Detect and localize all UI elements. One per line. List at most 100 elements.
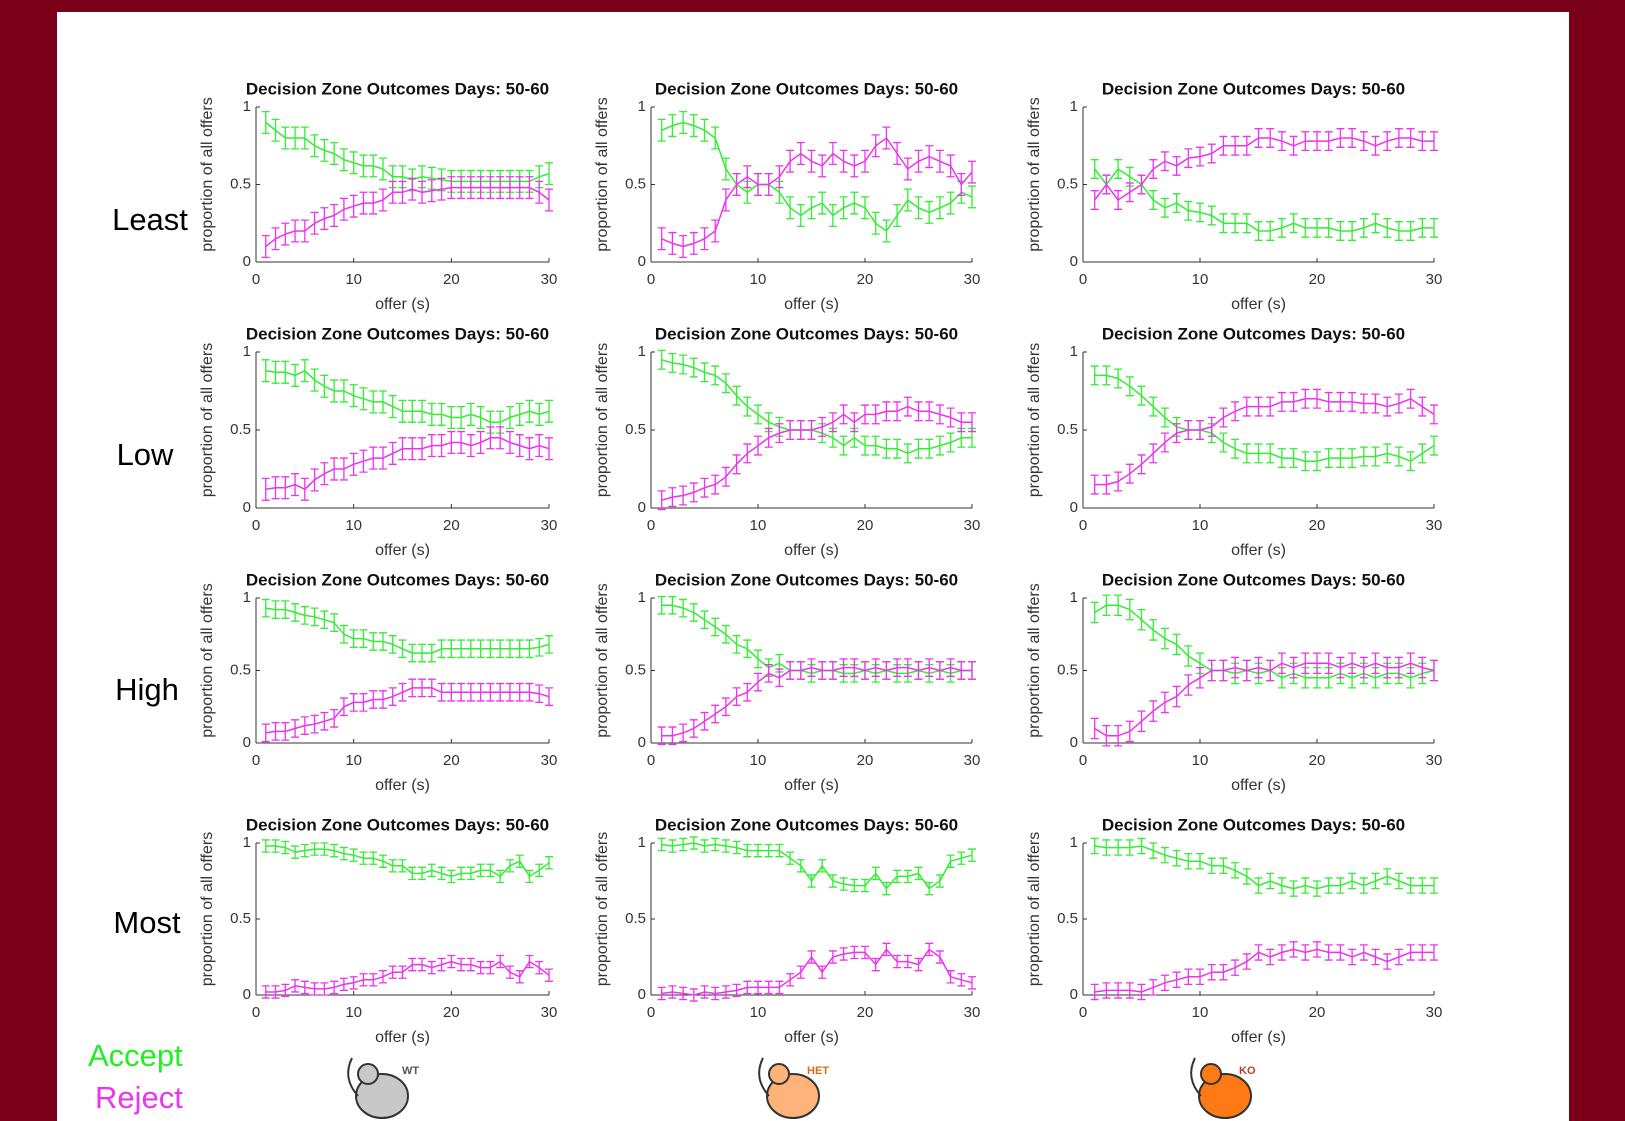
error-bar xyxy=(1430,404,1438,425)
error-bar xyxy=(515,176,524,200)
error-bar xyxy=(1160,432,1169,453)
error-bar xyxy=(1242,868,1251,885)
error-bar xyxy=(339,697,348,717)
error-bar xyxy=(914,661,923,680)
error-bar xyxy=(861,661,869,680)
series-line xyxy=(661,359,972,455)
error-bar xyxy=(1336,877,1345,894)
error-bar xyxy=(946,407,955,428)
x-axis-label: offer (s) xyxy=(1231,296,1286,313)
x-tick-label: 30 xyxy=(964,271,981,288)
error-bar xyxy=(903,188,912,212)
series-line xyxy=(1094,948,1434,993)
error-bar xyxy=(764,980,773,995)
error-bar xyxy=(1266,948,1275,966)
error-bar xyxy=(1348,391,1357,412)
error-bar xyxy=(1219,407,1228,428)
error-bar xyxy=(903,658,912,677)
subplot: Decision Zone Outcomes Days: 50-60 propor… xyxy=(594,570,980,794)
error-bar xyxy=(807,658,816,677)
series-line xyxy=(265,607,550,654)
subplot: Decision Zone Outcomes Days: 50-60 propor… xyxy=(1026,79,1442,313)
y-tick-label: 0 xyxy=(1070,253,1078,270)
error-bar xyxy=(359,693,368,712)
y-tick-label: 1 xyxy=(243,589,251,606)
error-bar xyxy=(1394,128,1403,148)
chart-title: Decision Zone Outcomes Days: 50-60 xyxy=(655,570,958,589)
error-bar xyxy=(1137,837,1146,855)
error-bar xyxy=(486,176,495,200)
error-bar xyxy=(261,985,270,999)
error-bar xyxy=(369,390,378,414)
error-bar xyxy=(1231,135,1240,156)
error-bar xyxy=(925,200,934,224)
error-bar xyxy=(711,617,720,637)
error-bar xyxy=(1289,880,1298,897)
error-bar xyxy=(786,419,795,441)
chart-title: Decision Zone Outcomes Days: 50-60 xyxy=(1102,570,1405,589)
error-bar xyxy=(418,180,427,204)
error-bar xyxy=(1196,852,1204,870)
x-tick-label: 0 xyxy=(252,271,260,288)
error-bar xyxy=(1102,594,1111,617)
x-axis-label: offer (s) xyxy=(375,296,430,313)
error-bar xyxy=(476,863,485,878)
x-tick-label: 30 xyxy=(541,752,558,769)
error-bar xyxy=(1371,393,1380,414)
error-bar xyxy=(418,437,427,461)
error-bar xyxy=(700,118,709,142)
error-bar xyxy=(925,658,934,677)
error-bar xyxy=(893,142,902,165)
error-bar xyxy=(535,434,544,458)
error-bar xyxy=(775,668,784,688)
error-bar xyxy=(476,176,485,200)
error-bar xyxy=(457,957,466,972)
error-bar xyxy=(935,661,944,680)
error-bar xyxy=(320,982,329,996)
row-label: Least xyxy=(112,202,188,237)
x-tick-label: 20 xyxy=(1309,517,1326,534)
y-tick-label: 1 xyxy=(638,98,646,115)
error-bar xyxy=(320,207,329,231)
error-bar xyxy=(271,839,280,853)
error-bar xyxy=(1254,128,1263,148)
y-tick-label: 0.5 xyxy=(625,661,646,678)
error-bar xyxy=(1371,652,1380,675)
error-bar xyxy=(408,437,417,461)
error-bar xyxy=(968,661,976,680)
error-bar xyxy=(1301,944,1310,961)
error-bar xyxy=(1418,877,1427,894)
x-tick-label: 10 xyxy=(1192,1004,1209,1021)
error-bar xyxy=(349,452,358,476)
y-tick-label: 1 xyxy=(243,834,251,851)
error-bar xyxy=(882,438,891,459)
x-tick-label: 30 xyxy=(1426,517,1443,534)
error-bar xyxy=(679,598,688,618)
error-bar xyxy=(1418,944,1427,961)
error-bar xyxy=(427,643,436,663)
error-bar xyxy=(349,151,358,175)
error-bar xyxy=(1324,391,1333,412)
error-bar xyxy=(1137,608,1146,631)
error-bar xyxy=(828,661,837,680)
error-bar xyxy=(476,682,485,702)
error-bar xyxy=(1324,448,1333,469)
error-bar xyxy=(388,859,397,873)
error-bar xyxy=(1277,217,1286,238)
error-bar xyxy=(1406,128,1415,148)
error-bar xyxy=(1383,217,1392,238)
error-bar xyxy=(545,399,553,423)
error-bar xyxy=(545,162,553,186)
error-bar xyxy=(914,957,923,972)
error-bar xyxy=(1137,454,1146,475)
error-bar xyxy=(711,837,720,852)
error-bar xyxy=(1114,471,1123,492)
error-bar xyxy=(925,401,934,422)
x-tick-label: 20 xyxy=(443,752,460,769)
error-bar xyxy=(1137,174,1146,195)
error-bar xyxy=(871,435,880,456)
error-bar xyxy=(1289,656,1298,679)
error-bar xyxy=(1418,656,1427,679)
error-bar xyxy=(828,142,837,165)
y-tick-label: 1 xyxy=(243,343,251,360)
